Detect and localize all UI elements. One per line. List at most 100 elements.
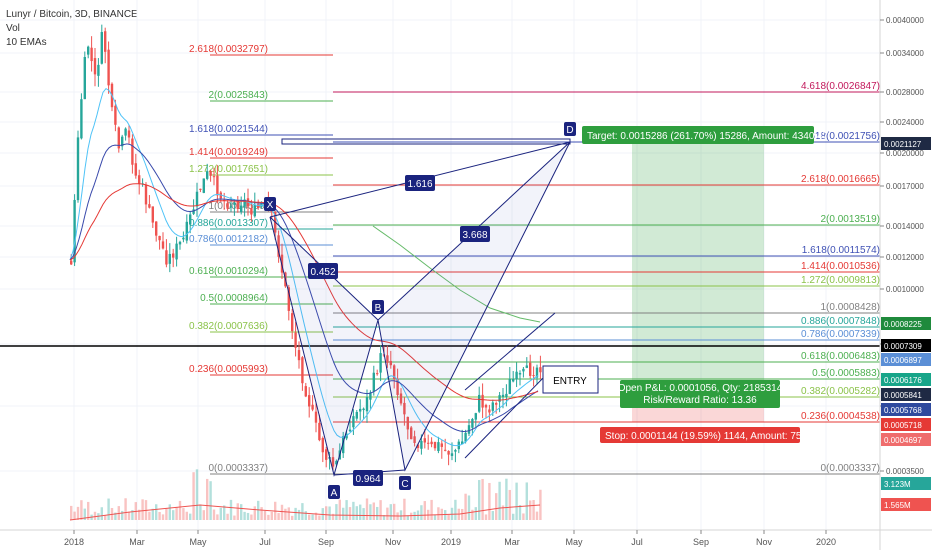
volume-bar [393, 503, 396, 520]
pnl-text: Open P&L: 0.0001056, Qty: 2185314 [618, 383, 783, 394]
price-tick-label: 0.0028000 [886, 88, 924, 97]
candle-body [410, 427, 413, 440]
pattern-ratio-badge [460, 226, 490, 242]
volume-bar [311, 514, 314, 520]
volume-bar [444, 510, 447, 520]
price-badge [881, 373, 931, 386]
candle-body [403, 402, 406, 415]
pattern-ratio-label: 0.964 [355, 474, 380, 485]
volume-bar [161, 514, 165, 520]
volume-bar [121, 510, 124, 520]
volume-bar [501, 505, 505, 520]
volume-bar [277, 513, 280, 520]
volume-bar [189, 513, 192, 520]
price-tick-label: 0.0024000 [886, 118, 924, 127]
fib-right-label: 1.272(0.0009813) [801, 275, 880, 286]
fib-left-label: 0.886(0.0013307) [189, 218, 268, 229]
candle-body [318, 422, 321, 441]
volume-bar [345, 500, 348, 520]
candle-body [131, 138, 134, 165]
candle-body [134, 163, 137, 176]
entry-box [542, 365, 599, 394]
fib-left-label: 1.414(0.0019249) [189, 147, 268, 158]
candle-body [518, 373, 522, 375]
ema-indicator-label[interactable]: 10 EMAs [6, 37, 47, 48]
volume-bar [243, 511, 246, 520]
volume-bar [182, 508, 185, 520]
volume-bar [155, 504, 158, 520]
volume-bar [83, 508, 86, 520]
volume-bar [138, 509, 141, 520]
price-tick-label: 0.0040000 [886, 16, 924, 25]
candle-body [376, 373, 379, 375]
volume-bar [467, 495, 471, 520]
candle-body [144, 184, 148, 205]
volume-bar [481, 478, 484, 520]
volume-bar [386, 507, 389, 520]
volume-bar [236, 503, 239, 520]
wedge-lower-line [464, 375, 546, 459]
candle-body [291, 313, 294, 332]
candle-body [311, 404, 314, 410]
volume-bar [495, 493, 498, 520]
price-tick-label: 0.0012000 [886, 253, 924, 262]
symbol-title[interactable]: Lunyr / Bitcoin, 3D, BINANCE [6, 9, 138, 20]
pattern-point-x [264, 197, 276, 211]
candle-body [454, 450, 457, 452]
candle-body [195, 191, 199, 207]
volume-bar [104, 515, 107, 520]
volume-bar [382, 515, 386, 520]
price-badge [881, 498, 931, 511]
candle-body [365, 397, 369, 412]
candle-body [389, 360, 392, 366]
candle-body [325, 449, 328, 460]
price-tick-label: 0.0010000 [886, 285, 924, 294]
price-badge [881, 353, 931, 366]
pattern-point-d [564, 122, 576, 136]
pattern-point-a [328, 485, 340, 499]
volume-bar [512, 513, 515, 520]
price-badge [881, 418, 931, 431]
price-badge [881, 339, 931, 352]
price-badge-label: 0.0005841 [884, 391, 922, 400]
ema-line-fast [69, 87, 539, 447]
volume-bar [206, 478, 209, 520]
volume-bar [192, 472, 195, 520]
volume-bar [484, 514, 488, 520]
volume-bar [525, 482, 528, 520]
volume-bar [114, 512, 117, 520]
price-badge-label: 0.0005718 [884, 421, 922, 430]
candle-body [301, 357, 304, 384]
candle-body [464, 432, 467, 442]
candle-body [212, 176, 216, 178]
stop-text: Stop: 0.0001144 (19.59%) 1144, Amount: 7… [605, 431, 807, 442]
time-tick-label: Nov [385, 537, 402, 547]
candle-body [185, 221, 188, 241]
fib-right-label: 0.236(0.0004538) [801, 411, 880, 422]
candle-body [369, 392, 372, 400]
entry-label: ENTRY [553, 376, 587, 387]
volume-bar [131, 510, 134, 520]
candle-body [525, 365, 528, 368]
volume-bar [522, 513, 525, 520]
candle-body [355, 412, 358, 419]
volume-bar [464, 493, 467, 520]
fib-right-label: 0.786(0.0007339) [801, 329, 880, 340]
candle-body [253, 204, 256, 217]
candle-body [362, 408, 365, 411]
candle-body [481, 394, 484, 408]
candle-body [240, 205, 243, 212]
volume-indicator-label[interactable]: Vol [6, 23, 20, 34]
price-tick-label: 0.0034000 [886, 49, 924, 58]
fib-right-label: 4.618(0.0026847) [801, 81, 880, 92]
candle-body [501, 394, 505, 398]
volume-bar [478, 480, 481, 520]
candle-body [430, 441, 433, 445]
candle-body [359, 408, 362, 412]
candle-body [440, 443, 443, 447]
candle-body [508, 378, 511, 394]
volume-bar [229, 499, 233, 520]
candle-body [70, 260, 73, 265]
pattern-point-label: B [375, 303, 382, 314]
